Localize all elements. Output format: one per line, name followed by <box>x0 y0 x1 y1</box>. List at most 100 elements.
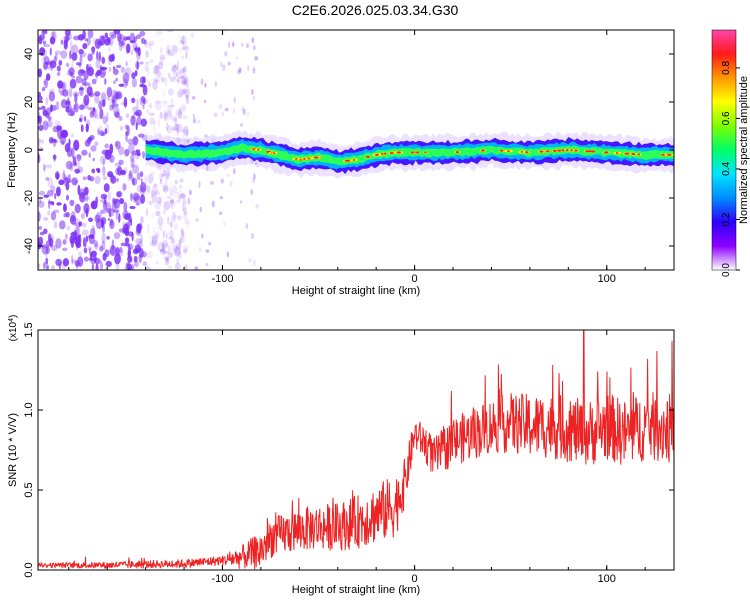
spectrogram-noise-dot <box>67 110 75 117</box>
spectrogram-noise-dot <box>192 118 197 124</box>
spectrogram-noise-dot <box>38 106 42 111</box>
spectrogram-noise-dot <box>130 153 135 164</box>
spectrogram-noise-dot <box>150 171 156 176</box>
spectrogram-noise-dot <box>91 78 97 85</box>
spectrogram-noise-dot <box>135 238 143 245</box>
spectrogram-noise-dot <box>73 140 80 151</box>
spectrogram-noise-dot <box>61 247 68 252</box>
spectrogram-noise-dot <box>168 187 171 198</box>
spectrogram-noise-dot <box>118 83 125 87</box>
spectrogram-noise-dot <box>127 255 133 263</box>
spectrogram-noise-dot <box>184 50 188 60</box>
spectrogram-noise-dot <box>74 162 77 166</box>
spectrogram-noise-dot <box>106 111 109 123</box>
spectrogram-noise-dot <box>177 88 185 98</box>
spectrogram-noise-dot <box>122 72 130 84</box>
spectrogram-noise-dot <box>174 246 181 258</box>
spectrogram-noise-dot <box>124 148 130 157</box>
spectrogram-noise-dot <box>255 204 259 209</box>
spectrogram-noise-dot <box>198 181 201 188</box>
spectrogram-noise-dot <box>168 236 174 240</box>
spectrogram-noise-dot <box>251 89 254 96</box>
spectrogram-noise-dot <box>181 80 188 85</box>
spectrogram-noise-dot <box>123 223 128 235</box>
spectrogram-noise-dot <box>65 181 70 191</box>
spectrogram-noise-dot <box>136 34 142 39</box>
spectrogram-noise-dot <box>220 178 225 184</box>
spectrogram-noise-dot <box>85 123 89 133</box>
spectrogram-noise-dot <box>219 103 223 110</box>
spectrogram-noise-dot <box>178 239 182 250</box>
spectrogram-noise-dot <box>130 158 135 167</box>
spectrogram-noise-dot <box>89 111 94 118</box>
spectrogram-noise-dot <box>101 240 106 251</box>
spectrogram-noise-dot <box>133 255 138 263</box>
spectrogram-noise-dot <box>116 191 122 198</box>
spectrogram-noise-dot <box>83 186 89 196</box>
spectrogram-noise-dot <box>45 73 51 81</box>
spectrogram-noise-dot <box>140 37 145 45</box>
spectrogram-noise-dot <box>65 160 73 170</box>
spectrogram-ridge-peak <box>410 151 414 154</box>
spectrogram-noise-dot <box>55 258 62 267</box>
spectrogram-noise-dot <box>146 267 150 270</box>
snr-x-tick-label: 100 <box>598 573 616 585</box>
spectrogram-noise-dot <box>84 139 91 147</box>
spectrogram-noise-dot <box>148 82 152 88</box>
spectrogram-noise-dot <box>71 259 77 264</box>
spectrogram-noise-dot <box>73 102 79 113</box>
spectrogram-noise-dot <box>168 49 171 55</box>
spectrogram-noise-dot <box>80 124 84 133</box>
spectrogram-noise-dot <box>57 80 64 89</box>
spectrogram-noise <box>38 30 259 270</box>
spectrogram-noise-dot <box>71 147 75 159</box>
spectrogram-noise-dot <box>113 105 120 117</box>
spectrogram-noise-dot <box>151 241 158 247</box>
spectrogram-noise-dot <box>111 95 115 103</box>
spectrogram-noise-dot <box>109 249 113 254</box>
spectrogram-noise-dot <box>38 95 43 103</box>
spectrogram-noise-dot <box>90 202 96 210</box>
spectrogram-noise-dot <box>106 96 111 101</box>
spectrogram-noise-dot <box>83 247 88 254</box>
spectrogram-noise-dot <box>185 98 190 105</box>
spectrogram-noise-dot <box>155 210 161 217</box>
spectrogram-noise-dot <box>166 257 169 262</box>
spectrogram-noise-dot <box>182 115 188 120</box>
spectrogram-ridge-peak <box>574 149 578 152</box>
snr-y-tick-label: 1.5 <box>23 322 35 337</box>
spectrogram-noise-dot <box>55 186 61 197</box>
spectrogram-noise-dot <box>232 107 236 114</box>
spectrogram-noise-dot <box>102 99 106 108</box>
spectrogram-noise-dot <box>71 177 78 186</box>
spectrogram-noise-dot <box>69 39 73 51</box>
spectrogram-noise-dot <box>76 242 82 249</box>
spectrogram-noise-dot <box>62 258 70 267</box>
spectrogram-noise-dot <box>174 186 181 195</box>
spectrogram-noise-dot <box>167 171 171 177</box>
spectrogram-noise-dot <box>38 143 41 147</box>
spectrogram-noise-dot <box>68 67 75 77</box>
spectrogram-noise-dot <box>43 163 46 172</box>
snr-y-tick-label: 0.5 <box>23 482 35 497</box>
spectrogram-noise-dot <box>186 84 189 89</box>
spectrogram-noise-dot <box>75 225 80 235</box>
spectrogram-noise-dot <box>78 48 84 55</box>
spectrogram-noise-dot <box>109 104 114 111</box>
spectrogram-noise-dot <box>63 39 68 50</box>
spectrogram-noise-dot <box>186 139 190 144</box>
spectrogram-ridge-peak <box>344 159 351 162</box>
spectrogram-noise-dot <box>151 235 158 246</box>
spectrogram-noise-dot <box>168 202 173 209</box>
spectrogram-noise-dot <box>145 50 149 58</box>
spectrogram-noise-dot <box>208 241 212 246</box>
spectrogram-noise-dot <box>83 70 89 81</box>
spectrogram-noise-dot <box>110 175 117 184</box>
spectrogram-noise-dot <box>41 139 44 144</box>
spectrogram-noise-dot <box>173 191 180 198</box>
spectrogram-noise-dot <box>250 232 255 240</box>
spectrogram-noise-dot <box>247 112 250 117</box>
spectrogram-noise-dot <box>174 262 181 270</box>
spectrogram-noise-dot <box>173 223 179 231</box>
